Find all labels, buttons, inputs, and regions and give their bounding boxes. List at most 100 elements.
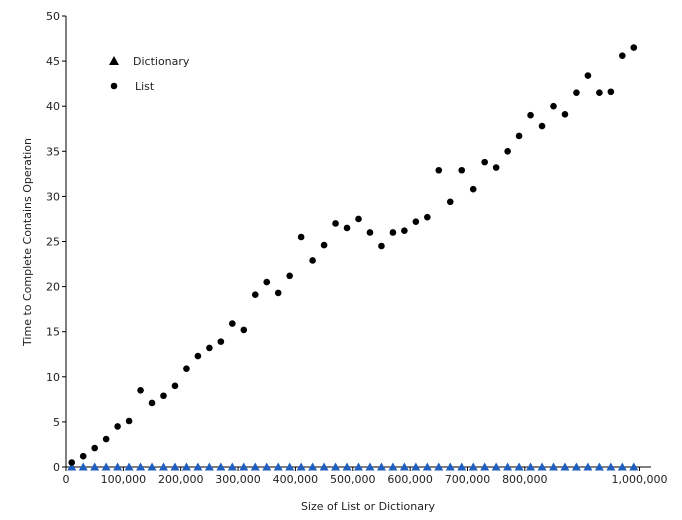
data-point-list <box>401 227 408 234</box>
data-point-dictionary <box>560 462 570 471</box>
data-point-list <box>229 320 236 327</box>
data-point-list <box>343 224 351 232</box>
data-point-list <box>171 382 179 390</box>
data-point-list <box>527 111 534 119</box>
data-point-dictionary <box>526 462 536 471</box>
data-point-list <box>194 352 202 360</box>
data-point-list <box>458 166 466 174</box>
data-point-dictionary <box>331 462 341 471</box>
data-point-list <box>309 257 316 264</box>
data-point-list <box>125 417 133 425</box>
data-point-dictionary <box>629 462 639 471</box>
data-point-list <box>366 229 374 236</box>
data-point-list <box>412 218 420 225</box>
data-point-dictionary <box>388 462 398 471</box>
legend: Dictionary List <box>109 55 190 93</box>
data-point-dictionary <box>159 462 168 471</box>
data-point-dictionary <box>136 462 146 471</box>
data-point-dictionary <box>549 462 558 471</box>
y-tick-label: 15 <box>46 326 60 339</box>
x-tick-label: 400,000 <box>273 473 319 486</box>
data-point-list <box>515 132 523 140</box>
data-point-dictionary <box>262 462 272 471</box>
y-tick-label: 40 <box>46 100 60 113</box>
data-point-dictionary <box>204 462 214 471</box>
data-point-list <box>102 435 110 443</box>
data-point-dictionary <box>606 462 616 471</box>
x-tick-label: 500,000 <box>330 473 376 486</box>
y-tick-label: 30 <box>46 190 60 203</box>
data-point-dictionary <box>239 462 249 471</box>
data-point-list <box>446 198 454 206</box>
data-point-list <box>332 220 339 227</box>
x-tick-label: 200,000 <box>158 473 204 486</box>
data-point-list <box>286 272 293 280</box>
data-point-dictionary <box>193 462 203 471</box>
y-tick-label: 25 <box>46 236 60 249</box>
x-tick-label: 800,000 <box>502 473 548 486</box>
data-point-list <box>68 459 76 466</box>
data-point-list <box>435 166 443 174</box>
data-point-dictionary <box>571 462 581 471</box>
data-point-list <box>607 88 615 96</box>
data-point-dictionary <box>227 462 237 471</box>
data-point-dictionary <box>594 462 604 471</box>
data-point-list <box>550 102 557 110</box>
data-point-dictionary <box>113 462 123 471</box>
data-point-dictionary <box>617 462 627 471</box>
data-point-list <box>79 452 87 460</box>
data-point-list <box>160 392 167 400</box>
data-point-list <box>297 233 305 241</box>
data-point-list <box>561 111 569 118</box>
data-point-dictionary <box>319 462 329 471</box>
data-point-dictionary <box>78 462 88 471</box>
y-tick-label: 50 <box>46 10 60 23</box>
data-point-dictionary <box>354 462 363 471</box>
series-dictionary <box>67 462 639 471</box>
data-point-list <box>584 72 592 79</box>
data-point-dictionary <box>124 462 134 471</box>
x-axis-title: Size of List or Dictionary <box>301 500 436 513</box>
data-point-list <box>355 215 362 223</box>
data-point-list <box>596 89 603 96</box>
data-point-dictionary <box>308 462 318 471</box>
data-point-list <box>206 344 213 352</box>
data-point-dictionary <box>90 462 100 471</box>
legend-circle-icon <box>110 82 118 90</box>
data-point-list <box>538 122 546 130</box>
data-point-dictionary <box>285 462 295 471</box>
data-point-dictionary <box>514 462 524 471</box>
data-point-dictionary <box>583 462 593 471</box>
data-point-list <box>389 229 397 236</box>
data-point-list <box>573 89 580 96</box>
data-point-dictionary <box>422 462 432 471</box>
data-point-dictionary <box>365 462 375 471</box>
y-tick-label: 5 <box>53 416 60 429</box>
data-point-dictionary <box>468 462 478 471</box>
data-point-dictionary <box>101 462 111 471</box>
data-point-list <box>114 423 121 430</box>
data-point-list <box>492 164 500 171</box>
data-point-dictionary <box>342 462 352 471</box>
y-axis-ticks: 0 5 10 15 20 25 30 35 40 45 50 <box>46 10 66 474</box>
data-point-dictionary <box>250 462 260 471</box>
data-point-list <box>424 213 431 221</box>
data-point-dictionary <box>445 462 455 471</box>
data-point-list <box>619 52 626 59</box>
data-point-list <box>217 338 225 345</box>
data-point-list <box>630 44 638 51</box>
data-point-dictionary <box>376 462 386 471</box>
data-point-list <box>240 326 248 334</box>
data-point-dictionary <box>457 462 467 471</box>
data-point-list <box>251 291 259 299</box>
y-axis-title: Time to Complete Contains Operation <box>21 138 34 347</box>
data-point-dictionary <box>67 462 77 471</box>
series-list <box>68 44 638 466</box>
data-point-dictionary <box>216 462 226 471</box>
x-tick-label: 1,000,000 <box>612 473 668 486</box>
x-tick-label: 300,000 <box>215 473 261 486</box>
data-point-list <box>320 241 328 249</box>
data-point-dictionary <box>503 462 513 471</box>
